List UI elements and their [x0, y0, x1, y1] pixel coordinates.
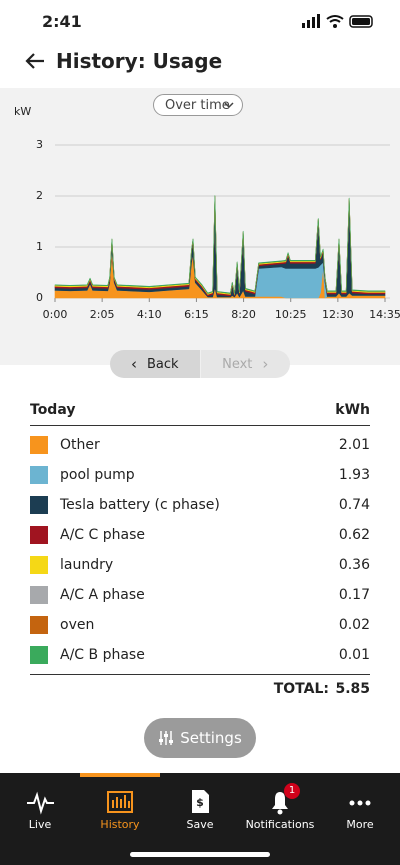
legend-row: Other 2.01: [30, 430, 370, 460]
nav-label[interactable]: More: [346, 818, 374, 831]
legend-name: A/C C phase: [60, 527, 145, 543]
y-tick-label: 2: [36, 189, 43, 202]
legend-swatch: [30, 496, 48, 514]
chart-panel: [0, 88, 400, 365]
nav-label[interactable]: Save: [186, 818, 214, 831]
area-series: [54, 195, 386, 294]
page-title: History: Usage: [56, 49, 223, 73]
x-tick-label: 2:05: [90, 308, 115, 321]
home-indicator: [130, 852, 270, 857]
x-tick-label: 4:10: [137, 308, 162, 321]
legend-name: Tesla battery (c phase): [60, 497, 220, 513]
back-label: Back: [146, 356, 179, 372]
settings-label: Settings: [180, 729, 242, 747]
x-tick-label: 12:30: [322, 308, 354, 321]
legend-row: A/C C phase 0.62: [30, 520, 370, 550]
settings-button[interactable]: Settings: [144, 718, 256, 758]
y-axis-label: kW: [14, 105, 31, 118]
nav-icons: $: [27, 790, 371, 815]
legend-row: Tesla battery (c phase) 0.74: [30, 490, 370, 520]
y-tick-label: 3: [36, 138, 43, 151]
legend-name: Other: [60, 437, 100, 453]
legend-swatch: [30, 616, 48, 634]
area-series: [54, 196, 386, 297]
legend-name: oven: [60, 617, 95, 633]
legend-kwh: 0.17: [338, 587, 370, 603]
chart: kW 0 1 2 3 0:00 2:05 4:10 6:15 8:20 10:25 12:30 14:…: [14, 105, 400, 321]
legend-kwh: 0.01: [338, 647, 370, 663]
legend-row: pool pump 1.93: [30, 460, 370, 490]
legend-kwh: 0.62: [338, 527, 370, 543]
legend-row: laundry 0.36: [30, 550, 370, 580]
legend-kwh: 0.02: [338, 617, 370, 633]
pager: ‹ Back Next ›: [110, 350, 290, 378]
back-arrow[interactable]: [24, 51, 46, 71]
table-header-right: kWh: [335, 402, 370, 418]
legend-name: A/C B phase: [60, 647, 145, 663]
back-button[interactable]: ‹ Back: [110, 350, 201, 378]
legend-swatch: [30, 646, 48, 664]
legend-kwh: 0.74: [338, 497, 370, 513]
nav-label[interactable]: Live: [28, 818, 52, 831]
table-header-left: Today: [30, 402, 76, 418]
legend-row: oven 0.02: [30, 610, 370, 640]
legend-swatch: [30, 436, 48, 454]
next-label: Next: [222, 356, 253, 372]
status-time: 2:41: [42, 12, 82, 31]
area-series: [54, 195, 386, 295]
active-indicator: [80, 773, 160, 777]
x-tick-label: 0:00: [43, 308, 68, 321]
next-button[interactable]: Next ›: [200, 350, 290, 378]
bottom-nav: [0, 773, 400, 865]
legend-swatch: [30, 556, 48, 574]
legend-name: A/C A phase: [60, 587, 145, 603]
legend-swatch: [30, 526, 48, 544]
mode-dropdown[interactable]: Over time: [153, 94, 243, 116]
legend-kwh: 1.93: [338, 467, 370, 483]
total-value: 5.85: [335, 681, 370, 697]
notification-badge: 1: [284, 783, 300, 799]
x-tick-label: 14:35: [369, 308, 400, 321]
svg-text:$: $: [196, 796, 204, 809]
divider: [30, 674, 370, 675]
nav-label[interactable]: Notifications: [245, 818, 315, 831]
legend-swatch: [30, 466, 48, 484]
x-tick-label: 8:20: [231, 308, 256, 321]
legend-kwh: 2.01: [338, 437, 370, 453]
legend-row: A/C A phase 0.17: [30, 580, 370, 610]
divider: [30, 425, 370, 426]
legend-swatch: [30, 586, 48, 604]
legend-name: pool pump: [60, 467, 135, 483]
nav-label[interactable]: History: [100, 818, 140, 831]
area-series: [54, 198, 386, 298]
x-tick-label: 6:15: [184, 308, 209, 321]
area-series: [54, 195, 386, 294]
mode-label: Over time: [165, 98, 230, 113]
x-tick-label: 10:25: [275, 308, 307, 321]
y-tick-label: 0: [36, 291, 43, 304]
legend-row: A/C B phase 0.01: [30, 640, 370, 670]
legend-kwh: 0.36: [338, 557, 370, 573]
status-icons: [302, 14, 373, 28]
total-label: TOTAL:: [273, 681, 329, 697]
area-series: [54, 195, 386, 294]
legend-name: laundry: [60, 557, 114, 573]
y-tick-label: 1: [36, 240, 43, 253]
